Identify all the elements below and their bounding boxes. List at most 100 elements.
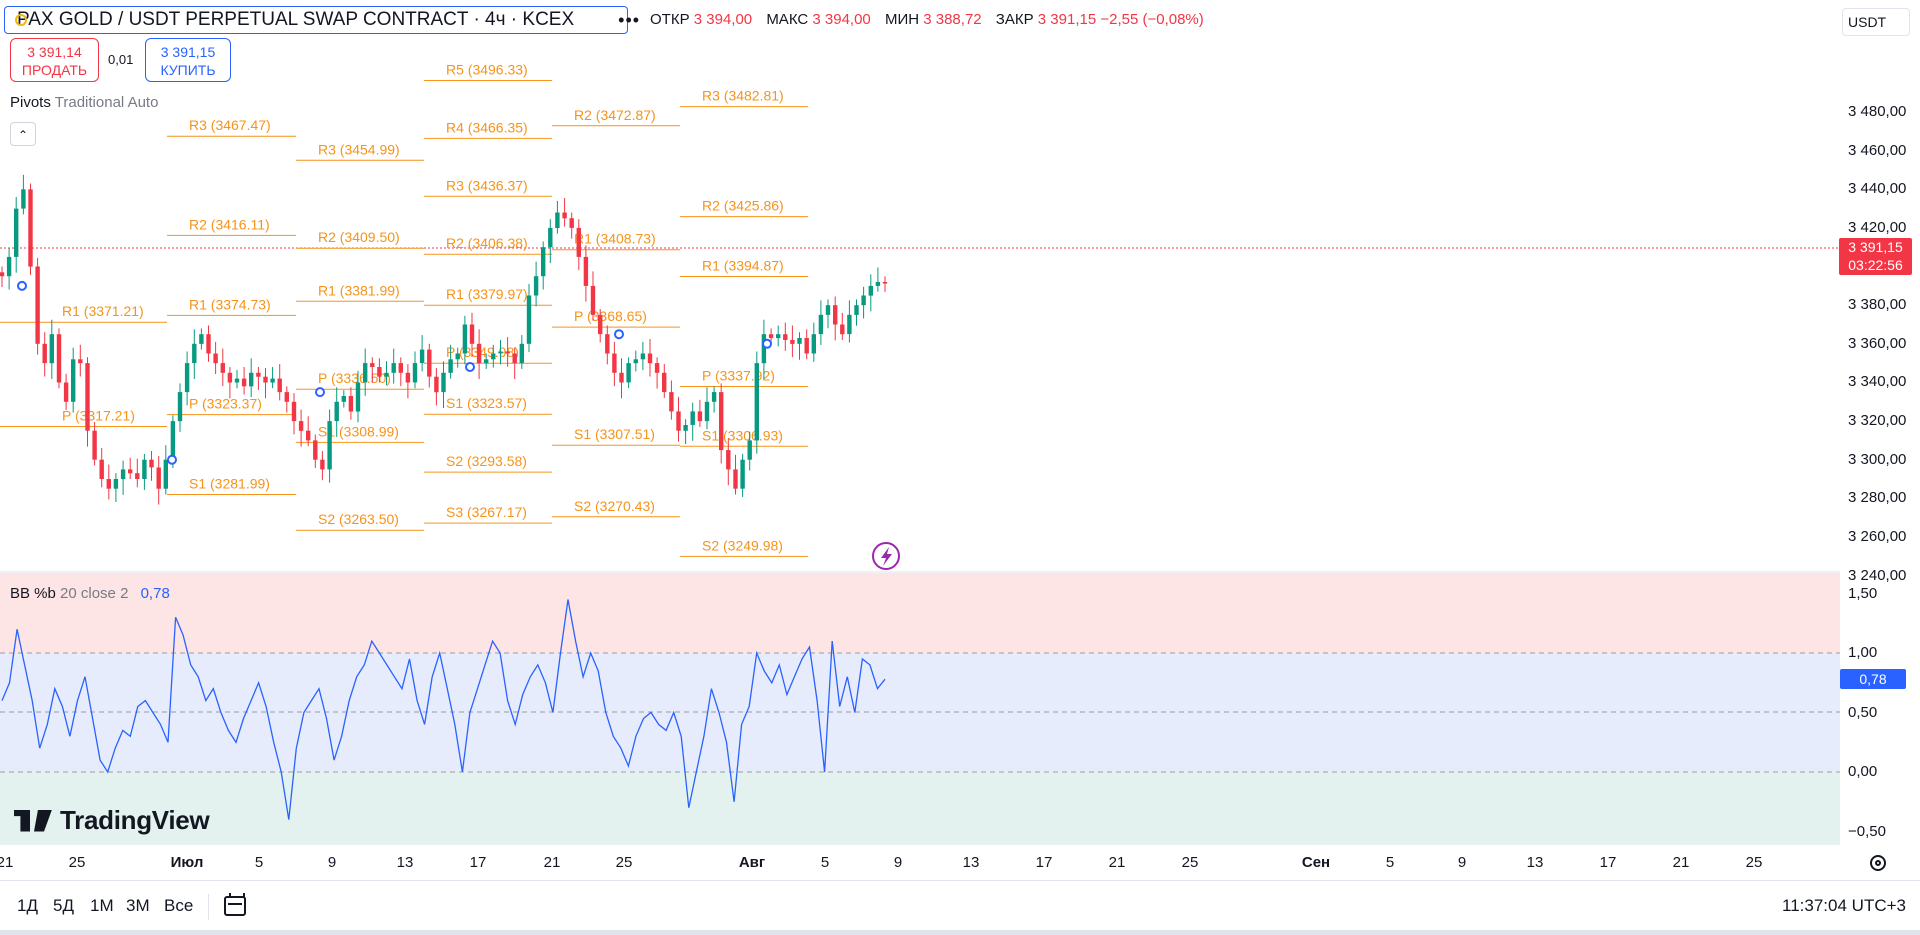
candle-body bbox=[768, 334, 774, 339]
price-axis[interactable]: 3 480,003 460,003 440,003 420,003 400,00… bbox=[1840, 0, 1920, 845]
chart-area[interactable]: R1 (3371.21) P (3317.21) R3 (3467.47) R2 (3… bbox=[0, 0, 1840, 845]
candle-body bbox=[576, 227, 581, 257]
candle-body bbox=[690, 411, 695, 425]
candle-body bbox=[42, 343, 47, 364]
candle-body bbox=[163, 459, 168, 489]
chevron-up-icon: ⌃ bbox=[17, 128, 29, 142]
candle-body bbox=[14, 208, 19, 257]
candle-body bbox=[298, 421, 304, 431]
pivots-params: Traditional Auto bbox=[54, 94, 159, 111]
pivot-label-s1: S1 (3308.99) bbox=[318, 423, 399, 439]
time-tick: 25 bbox=[1181, 854, 1199, 871]
pivot-label-r3: R3 (3436.37) bbox=[446, 177, 528, 193]
candle-body bbox=[355, 382, 361, 412]
candle-body bbox=[234, 378, 240, 383]
candle-body bbox=[441, 372, 446, 393]
bb-percent-b-line bbox=[1, 599, 886, 820]
timeframe-all[interactable]: Все bbox=[164, 896, 194, 915]
open-value: 3 394,00 bbox=[693, 11, 753, 28]
candle-body bbox=[704, 401, 710, 422]
candle-body bbox=[626, 363, 631, 383]
indicator-tick: 0,00 bbox=[1848, 763, 1878, 780]
sell-label: ПРОДАТЬ bbox=[21, 62, 88, 78]
bb-zone-lower bbox=[0, 772, 1840, 845]
candle-body bbox=[263, 376, 268, 383]
low-label: МИН bbox=[884, 11, 920, 28]
candle-body bbox=[569, 218, 574, 228]
pivot-label-r1: R1 (3394.87) bbox=[702, 258, 784, 274]
tradingview-logo[interactable]: TradingView bbox=[14, 805, 210, 836]
pivot-label-r2: R2 (3416.11) bbox=[189, 216, 270, 232]
calendar-range-icon[interactable] bbox=[224, 893, 246, 916]
time-axis[interactable]: 21 25 Июл 5 9 13 17 21 25 Авг 5 9 13 17 21 25 Сен 5 9 13 17 2… bbox=[0, 848, 1840, 878]
chart-svg[interactable]: R1 (3371.21) P (3317.21) R3 (3467.47) R2 (3… bbox=[0, 0, 1840, 845]
pivots-indicator-label[interactable]: Pivots Traditional Auto bbox=[10, 94, 158, 111]
candle-body bbox=[484, 359, 489, 364]
candle-body bbox=[135, 473, 140, 479]
candle-body bbox=[847, 314, 852, 335]
bb-percent-b bbox=[1, 599, 886, 820]
candle-body bbox=[719, 392, 724, 451]
candle-body bbox=[427, 349, 432, 377]
bb-current-badge: 0,78 bbox=[1840, 669, 1906, 689]
candle-body bbox=[647, 353, 653, 364]
candles bbox=[0, 174, 888, 505]
timeframe-1d[interactable]: 1Д bbox=[17, 896, 38, 915]
candle-body bbox=[106, 479, 111, 489]
clock-display[interactable]: 11:37:04 UTC+3 bbox=[1782, 896, 1906, 915]
currency-select[interactable]: USDT bbox=[1842, 8, 1910, 36]
candle-body bbox=[391, 363, 396, 373]
candle-body bbox=[519, 343, 524, 364]
candle-body bbox=[654, 363, 660, 373]
candle-body bbox=[598, 314, 603, 335]
candle-body bbox=[783, 334, 788, 340]
timeframe-3m[interactable]: 3М bbox=[126, 896, 150, 915]
brand-name: TradingView bbox=[60, 805, 210, 835]
event-marker bbox=[315, 387, 325, 398]
candle-body bbox=[156, 467, 161, 489]
candle-body bbox=[405, 372, 411, 383]
candle-body bbox=[590, 285, 596, 315]
candle-body bbox=[868, 285, 873, 296]
candle-body bbox=[491, 353, 496, 360]
pivot-label-r3: R3 (3454.99) bbox=[318, 141, 400, 157]
time-tick: 25 bbox=[1745, 854, 1763, 871]
candle-body bbox=[291, 401, 297, 422]
candle-body bbox=[811, 334, 816, 354]
candle-body bbox=[28, 189, 33, 267]
pivot-label-s1: S1 (3323.57) bbox=[446, 395, 527, 411]
candle-body bbox=[612, 353, 617, 373]
sell-button[interactable]: 3 391,14 ПРОДАТЬ bbox=[10, 38, 99, 82]
candle-body bbox=[85, 363, 90, 431]
buy-button[interactable]: 3 391,15 КУПИТЬ bbox=[145, 38, 231, 82]
candle-body bbox=[128, 469, 133, 474]
time-tick: 13 bbox=[396, 854, 414, 871]
symbol-title: PAX GOLD / USDT PERPETUAL SWAP CONTRACT … bbox=[17, 9, 575, 30]
more-icon[interactable]: ••• bbox=[618, 9, 641, 30]
timeframe-1m[interactable]: 1М bbox=[90, 896, 114, 915]
candle-body bbox=[498, 351, 503, 354]
timeframe-5d[interactable]: 5Д bbox=[53, 896, 74, 915]
time-tick: 5 bbox=[1385, 854, 1395, 871]
candle-body bbox=[277, 378, 282, 393]
candle-body bbox=[818, 314, 824, 335]
close-label: ЗАКР bbox=[995, 11, 1034, 28]
collapse-indicators-button[interactable]: ⌃ bbox=[10, 122, 36, 146]
candle-body bbox=[78, 359, 83, 364]
pivot-label-s2: S2 (3270.43) bbox=[574, 498, 655, 514]
settings-icon[interactable] bbox=[1870, 855, 1886, 871]
candle-body bbox=[697, 411, 703, 422]
candle-body bbox=[419, 349, 425, 364]
candle-body bbox=[854, 305, 859, 315]
candle-body bbox=[619, 372, 624, 383]
time-tick: 21 bbox=[0, 854, 14, 871]
event-marker bbox=[167, 454, 177, 465]
candle-body bbox=[882, 282, 888, 284]
bb-indicator-label[interactable]: BB %b 20 close 2 0,78 bbox=[10, 585, 170, 602]
candle-body bbox=[740, 459, 745, 489]
price-tick: 3 380,00 bbox=[1848, 296, 1907, 314]
price-tick: 3 440,00 bbox=[1848, 180, 1907, 198]
symbol-title-box[interactable]: PAX GOLD / USDT PERPETUAL SWAP CONTRACT … bbox=[4, 6, 639, 34]
candle-body bbox=[120, 469, 126, 480]
time-tick: 17 bbox=[1599, 854, 1617, 871]
